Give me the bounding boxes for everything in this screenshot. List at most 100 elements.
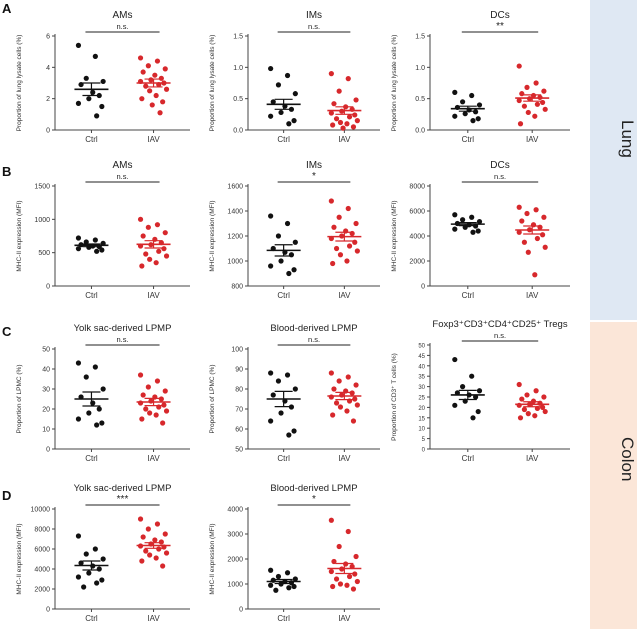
chart-8-y-tick-label: 90 xyxy=(235,367,243,374)
chart-9-x-tick-label-iav: IAV xyxy=(526,454,539,463)
chart-1-iav-point xyxy=(154,58,161,64)
chart-4-ctrl-point xyxy=(83,239,89,245)
chart-9-iav-point xyxy=(542,408,548,415)
chart-2-iav-point xyxy=(330,122,336,128)
chart-1-iav-point xyxy=(149,102,155,108)
chart-9-y-tick-label: 0 xyxy=(422,448,426,454)
chart-9-y-tick-label: 5 xyxy=(422,437,426,443)
chart-2-iav-point xyxy=(333,116,340,122)
chart-9-iav-point xyxy=(519,396,525,402)
chart-2-iav-point xyxy=(354,118,360,124)
chart-9-iav-point xyxy=(516,381,522,388)
chart-1-x-tick-label-ctrl: Ctrl xyxy=(85,135,98,144)
chart-3-title: DCs xyxy=(490,10,509,21)
chart-10-iav-point xyxy=(140,534,146,540)
chart-2-iav-point xyxy=(344,121,350,127)
chart-3-ctrl-point xyxy=(460,99,466,105)
panel-letter-b: B xyxy=(2,164,11,179)
chart-10-y-label: MHC-II expression (MFI) xyxy=(16,523,23,594)
chart-8-x-tick-label-ctrl: Ctrl xyxy=(277,454,290,463)
chart-3-y-tick-label: 1.5 xyxy=(415,34,425,41)
chart-10-ctrl-point xyxy=(92,546,98,552)
chart-8-ctrl-point xyxy=(278,410,284,416)
chart-3-iav-point xyxy=(532,113,538,119)
chart-5-y-tick-label: 1600 xyxy=(227,184,243,191)
chart-1-ctrl-point xyxy=(94,113,100,119)
chart-1-y-tick-label: 4 xyxy=(46,65,50,72)
chart-2-y-tick-label: 0.5 xyxy=(233,96,243,103)
chart-1-iav-point xyxy=(143,83,149,89)
chart-9-x-tick-label-ctrl: Ctrl xyxy=(462,454,475,463)
chart-9-y-tick-label: 30 xyxy=(418,385,425,391)
chart-8-significance-label: n.s. xyxy=(308,335,320,344)
chart-4-y-label: MHC-II expression (MFI) xyxy=(16,200,23,271)
chart-7-x-tick-label-iav: IAV xyxy=(147,454,160,463)
chart-4-ctrl-point xyxy=(94,248,100,254)
chart-5-y-tick-label: 1200 xyxy=(227,234,243,241)
chart-11-ctrl-point xyxy=(292,576,298,582)
chart-5-ctrl-point xyxy=(278,258,284,264)
chart-4-x-tick-label-ctrl: Ctrl xyxy=(85,291,98,300)
chart-2-iav-point xyxy=(350,124,357,130)
chart-10-ctrl-point xyxy=(83,551,89,557)
chart-6-ctrl-point xyxy=(460,217,466,223)
chart-10-ctrl-point xyxy=(75,533,82,539)
chart-10-iav-point xyxy=(153,555,159,561)
chart-8-iav-point xyxy=(328,370,334,376)
chart-3-ctrl-point xyxy=(475,116,481,122)
chart-9-ctrl-point xyxy=(460,384,466,390)
chart-1-iav-point xyxy=(140,69,146,75)
chart-2-ctrl-point xyxy=(284,72,291,79)
chart-1-iav-point xyxy=(152,72,158,78)
chart-11-y-tick-label: 1000 xyxy=(227,582,243,589)
chart-2-iav-point xyxy=(337,119,344,126)
chart-2-iav-point xyxy=(331,101,337,107)
chart-9-iav-point xyxy=(521,406,528,413)
chart-7-iav-point xyxy=(163,408,170,414)
chart-3-iav-point xyxy=(521,103,528,109)
chart-10-ctrl-point xyxy=(94,580,100,586)
chart-10-iav-point xyxy=(139,558,145,564)
chart-5-iav-point xyxy=(354,248,360,254)
chart-5-ctrl-point xyxy=(275,233,282,239)
chart-6-iav-point xyxy=(542,244,548,250)
chart-9-ctrl-point xyxy=(452,356,458,363)
chart-5-ctrl-point xyxy=(286,270,292,277)
chart-10-iav-point xyxy=(163,550,170,556)
chart-11-iav-point xyxy=(344,582,350,588)
chart-7-ctrl-point xyxy=(94,422,100,428)
chart-2-x-tick-label-ctrl: Ctrl xyxy=(277,135,290,144)
chart-3-y-tick-label: 0.5 xyxy=(415,96,425,103)
chart-4-iav-point xyxy=(145,224,151,230)
chart-1-iav-point xyxy=(160,99,166,105)
chart-1-ctrl-point xyxy=(99,103,105,110)
chart-11-x-tick-label-iav: IAV xyxy=(338,614,351,623)
chart-1-y-tick-label: 0 xyxy=(46,128,50,135)
chart-9-title: Foxp3⁺CD3⁺CD4⁺CD25⁺ Tregs xyxy=(432,319,567,330)
chart-10-ctrl-point xyxy=(99,577,105,583)
chart-8-iav-point xyxy=(345,374,351,380)
chart-8-ctrl-point xyxy=(268,370,274,376)
chart-5-iav-point xyxy=(346,243,353,249)
chart-4-iav-point xyxy=(139,263,145,269)
chart-2-iav-point xyxy=(353,97,359,103)
chart-8-iav-point xyxy=(353,382,359,388)
chart-1-ctrl-point xyxy=(86,96,92,102)
chart-10-iav-point xyxy=(154,521,161,527)
chart-1-iav-point xyxy=(162,66,168,72)
chart-9-y-label: Proportion of CD3⁺ T cells (%) xyxy=(391,353,398,441)
chart-3-y-label: Proportion of lung lysate cells (%) xyxy=(391,35,398,132)
chart-11-ctrl-point xyxy=(291,583,297,590)
chart-4-iav-point xyxy=(161,246,167,252)
chart-3-ctrl-point xyxy=(452,113,458,119)
chart-7-y-tick-label: 40 xyxy=(42,367,50,374)
chart-1-iav-point xyxy=(157,110,163,116)
chart-5-iav-point xyxy=(331,224,337,230)
chart-11-iav-point xyxy=(345,528,351,535)
chart-11-y-tick-label: 2000 xyxy=(227,557,243,564)
chart-7-ctrl-point xyxy=(99,420,105,426)
chart-10-iav-point xyxy=(156,546,162,552)
chart-10-ctrl-point xyxy=(86,570,92,576)
chart-11-x-tick-label-ctrl: Ctrl xyxy=(277,614,290,623)
